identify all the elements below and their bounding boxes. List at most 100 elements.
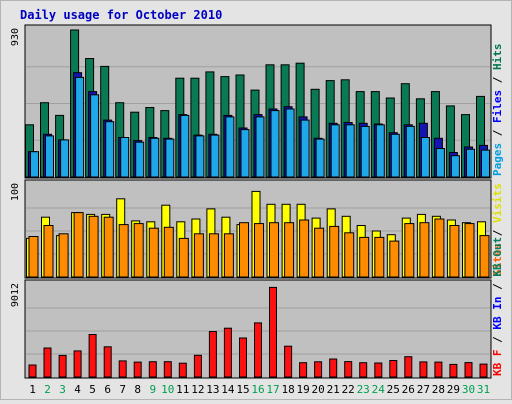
bar-pages [450, 155, 460, 178]
bar-sites [208, 233, 219, 278]
bar-kb-f [223, 327, 232, 378]
bar-pages [255, 116, 265, 178]
legend-entry: Visits [491, 183, 504, 223]
x-tick-label: 16 [251, 383, 264, 396]
x-tick-label: 31 [477, 383, 490, 396]
bar-sites [299, 219, 310, 278]
bar-pages [375, 124, 385, 178]
x-tick-label: 4 [74, 383, 81, 396]
bar-kb-f [239, 337, 247, 378]
x-tick-label: 10 [161, 383, 174, 396]
bar-sites [449, 225, 460, 278]
legend-entry: / [491, 330, 504, 350]
bar-pages [435, 148, 445, 178]
legend-entry: Files [491, 90, 504, 123]
bar-sites [103, 216, 114, 278]
x-tick-label: 21 [327, 383, 340, 396]
legend: KB F / KB In / KB Out [491, 237, 504, 376]
bar-pages [481, 149, 490, 178]
bar-pages [466, 148, 475, 178]
bar-sites [434, 218, 445, 278]
bar-kb-f [43, 347, 52, 378]
x-tick-label: 23 [357, 383, 370, 396]
x-tick-label: 15 [236, 383, 249, 396]
bar-pages [330, 124, 340, 178]
x-tick-label: 5 [89, 383, 96, 396]
bar-kb-f [58, 354, 67, 378]
bar-kb-f [389, 360, 398, 378]
legend-entry: KB F [491, 350, 504, 377]
bar-kb-f [329, 358, 338, 378]
bar-pages [225, 116, 235, 178]
bar-kb-f [208, 331, 217, 378]
bar-sites [118, 224, 129, 278]
bar-sites [28, 236, 39, 278]
bar-kb-f [28, 364, 37, 378]
bar-pages [30, 151, 39, 178]
bar-pages [270, 110, 280, 178]
bar-sites [148, 227, 159, 278]
bar-pages [210, 134, 220, 178]
bar-pages [345, 124, 355, 178]
x-tick-label: 27 [417, 383, 430, 396]
chart-title: Daily usage for October 2010 [20, 8, 222, 22]
panel-bottom: 9012 KB F / KB In / KB Out [10, 237, 504, 379]
bar-sites [374, 236, 385, 278]
x-tick-label: 8 [134, 383, 141, 396]
bar-sites [284, 222, 295, 278]
bar-kb-f [314, 361, 323, 378]
bar-pages [150, 137, 160, 178]
bar-sites [163, 226, 174, 278]
y-max-label: 9012 [10, 283, 21, 307]
legend-entry: / [491, 277, 504, 297]
bar-kb-f [299, 362, 308, 378]
x-tick-label: 7 [119, 383, 126, 396]
bar-sites [329, 225, 340, 278]
bar-kb-f [133, 361, 142, 378]
bar-sites [73, 212, 84, 278]
bar-pages [45, 135, 54, 178]
bar-pages [285, 108, 295, 178]
legend-entry: KB In [491, 297, 504, 330]
bar-sites [223, 233, 234, 278]
bar-sites [419, 222, 430, 278]
bar-pages [360, 125, 370, 178]
bar-kb-f [449, 363, 458, 378]
bar-pages [120, 137, 130, 178]
legend: Pages / Files / Hits [491, 44, 504, 177]
bar-sites [88, 215, 99, 278]
bar-kb-f [404, 356, 413, 378]
x-tick-label: 24 [372, 383, 386, 396]
x-tick-label: 18 [281, 383, 294, 396]
bar-kb-f [73, 350, 82, 378]
bar-sites [359, 236, 370, 278]
bar-sites [269, 222, 279, 278]
bar-kb-f [434, 361, 443, 378]
bar-pages [420, 137, 430, 178]
bar-kb-f [178, 362, 187, 378]
bar-kb-f [464, 362, 473, 378]
bar-kb-f [193, 354, 202, 378]
bar-kb-f [269, 286, 277, 378]
bar-kb-f [284, 345, 293, 378]
bar-kb-f [254, 322, 262, 378]
x-tick-label: 9 [149, 383, 156, 396]
x-tick-label: 14 [221, 383, 235, 396]
legend-entry: / [491, 123, 504, 143]
bar-sites [58, 233, 69, 278]
bar-sites [389, 240, 400, 278]
y-max-label: 930 [10, 28, 21, 46]
bar-kb-f [359, 362, 368, 378]
x-tick-label: 19 [296, 383, 309, 396]
bar-sites [178, 237, 189, 278]
bar-kb-f [88, 334, 97, 378]
legend-entry: / [491, 223, 504, 243]
x-tick-label: 2 [44, 383, 51, 396]
legend-entry: KB Out [491, 237, 504, 277]
bar-sites [43, 225, 54, 278]
x-tick-label: 25 [387, 383, 400, 396]
bar-sites [344, 232, 355, 278]
bar-pages [405, 125, 415, 178]
panel-top: 930 Pages / Files / Hits [10, 24, 504, 179]
